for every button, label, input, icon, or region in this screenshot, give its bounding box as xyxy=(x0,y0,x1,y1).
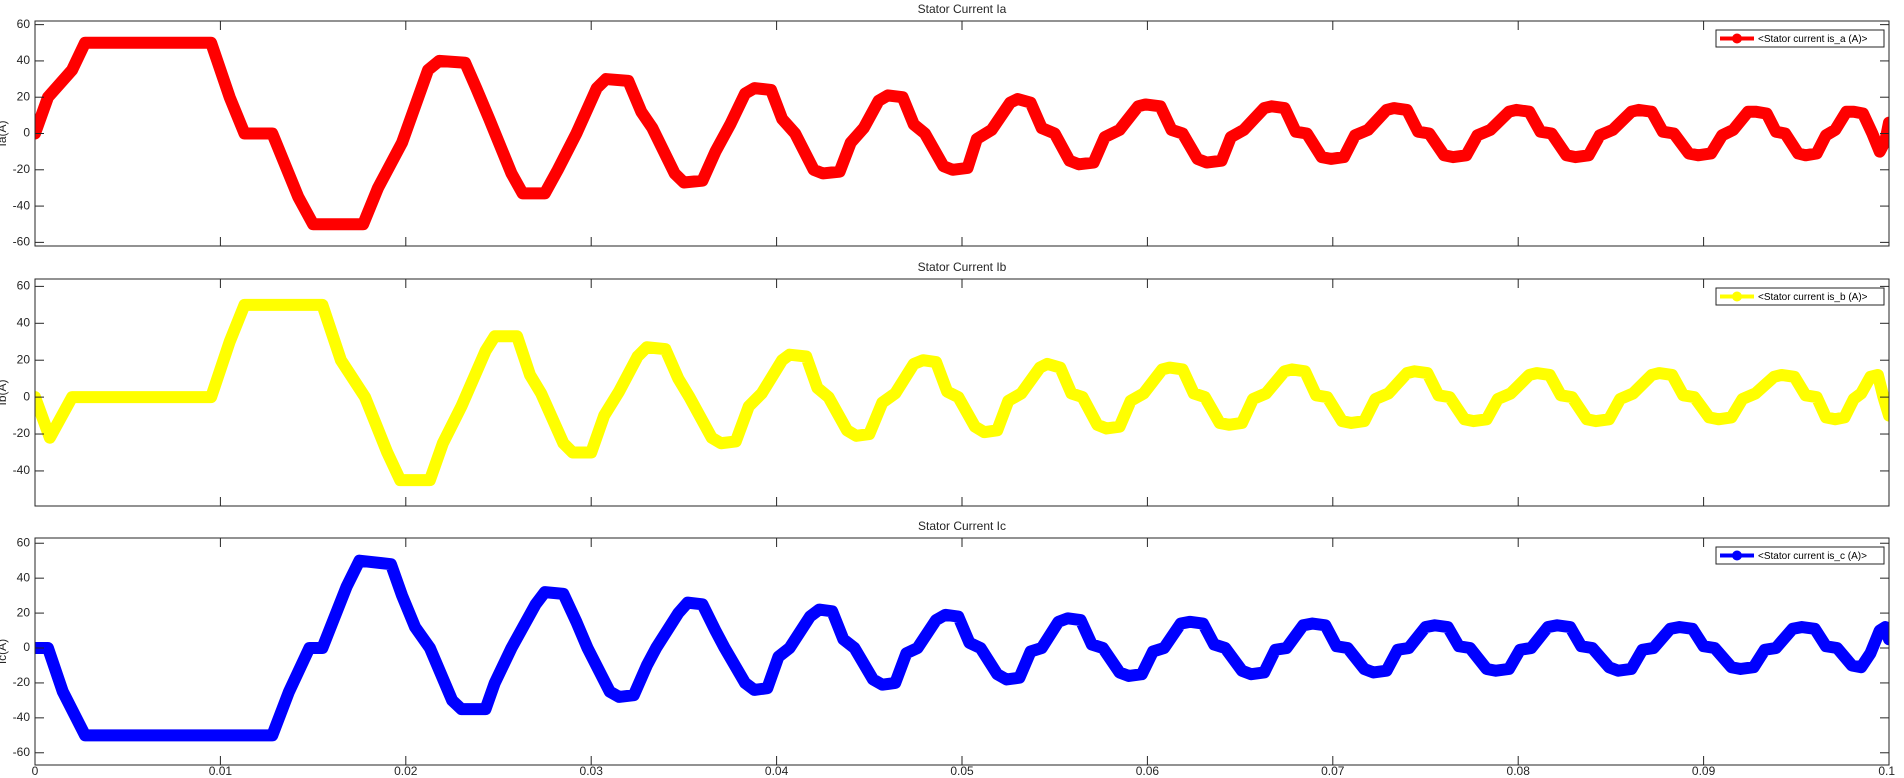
y-axis-label: Ia(A) xyxy=(0,120,9,146)
y-axis-label: Ib(A) xyxy=(0,379,9,405)
y-tick-label: 20 xyxy=(17,89,31,103)
legend-label: <Stator current is_c (A)> xyxy=(1758,551,1867,562)
y-tick-label: -60 xyxy=(13,745,31,759)
x-tick-label: 0.06 xyxy=(1136,764,1160,778)
y-tick-label: -40 xyxy=(13,710,31,724)
x-tick-label: 0.03 xyxy=(580,764,604,778)
y-tick-label: 0 xyxy=(23,640,30,654)
x-tick-label: 0.07 xyxy=(1321,764,1345,778)
chart-title: Stator Current Ia xyxy=(918,2,1007,16)
legend-box xyxy=(1715,546,1885,565)
y-tick-label: -40 xyxy=(13,198,31,212)
legend-marker xyxy=(1732,550,1742,561)
y-tick-label: 60 xyxy=(17,535,31,549)
y-tick-label: -40 xyxy=(13,463,31,477)
chart-title: Stator Current Ib xyxy=(918,260,1007,274)
y-tick-label: 40 xyxy=(17,570,31,584)
y-tick-label: 40 xyxy=(17,53,31,67)
y-tick-label: 20 xyxy=(17,605,31,619)
y-tick-label: -20 xyxy=(13,675,31,689)
legend-box xyxy=(1715,29,1885,48)
y-tick-label: 0 xyxy=(23,389,30,403)
legend-marker xyxy=(1732,33,1742,44)
y-tick-label: -20 xyxy=(13,426,31,440)
x-tick-label: 0.04 xyxy=(765,764,789,778)
legend: <Stator current is_b (A)> xyxy=(1715,287,1885,306)
x-tick-label: 0.08 xyxy=(1507,764,1531,778)
legend-label: <Stator current is_a (A)> xyxy=(1758,34,1868,45)
subplot: -40 -20 0 20 40 60 Stator Current Ib Ib(A) <Stat… xyxy=(0,260,1890,507)
subplot: -60 -40 -20 0 20 40 60 Stator Current Ia Ia(A) <S… xyxy=(0,2,1890,249)
x-tick-label: 0 xyxy=(32,764,39,778)
x-tick-label: 0.01 xyxy=(209,764,233,778)
y-tick-label: 0 xyxy=(23,126,30,140)
x-tick-label: 0.1 xyxy=(1878,764,1895,778)
y-tick-label: -20 xyxy=(13,162,31,176)
series-line xyxy=(35,554,1889,742)
legend-marker xyxy=(1732,291,1742,302)
legend-label: <Stator current is_b (A)> xyxy=(1758,292,1868,303)
y-axis-label: Ic(A) xyxy=(0,639,9,664)
x-tick-label: 0.05 xyxy=(950,764,974,778)
y-tick-label: -60 xyxy=(13,235,31,249)
series-line xyxy=(35,298,1889,487)
legend-box xyxy=(1715,287,1885,306)
y-tick-label: 40 xyxy=(17,315,31,329)
chart-title: Stator Current Ic xyxy=(918,519,1006,533)
y-tick-label: 60 xyxy=(17,279,31,293)
legend: <Stator current is_c (A)> xyxy=(1715,546,1885,565)
x-tick-label: 0.09 xyxy=(1692,764,1716,778)
series-line xyxy=(35,36,1889,231)
plot-area xyxy=(35,21,1889,246)
x-tick-label: 0.02 xyxy=(394,764,418,778)
y-tick-label: 20 xyxy=(17,352,31,366)
subplot: 0 0.01 0.02 0.03 0.04 0.05 0.06 0.07 0.08 0.09 0.1… xyxy=(0,519,1895,778)
y-tick-label: 60 xyxy=(17,17,31,31)
legend: <Stator current is_a (A)> xyxy=(1715,29,1885,48)
